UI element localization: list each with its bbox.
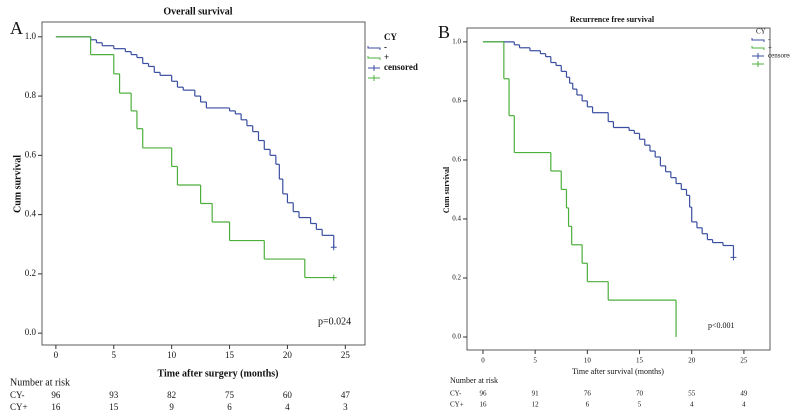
risk-row-label: CY+ <box>10 402 28 412</box>
risk-count: 5 <box>638 401 642 409</box>
legend-label: - <box>384 42 387 52</box>
censor-mark <box>330 274 337 281</box>
legend-title: CY <box>756 28 766 36</box>
annotation: p<0.001 <box>708 321 735 330</box>
risk-count: 15 <box>109 402 119 412</box>
y-tick-label: 0.2 <box>25 268 36 278</box>
y-tick-label: 0.8 <box>452 97 461 105</box>
risk-count: 3 <box>343 402 348 412</box>
chart-title: Recurrence free survival <box>570 15 655 24</box>
risk-title: Number at risk <box>10 377 70 388</box>
risk-row-label: CY+ <box>450 401 464 409</box>
risk-title: Number at risk <box>450 376 498 385</box>
x-tick-label: 0 <box>54 350 59 360</box>
risk-row-label: CY- <box>450 390 462 398</box>
risk-count: 12 <box>532 401 540 409</box>
legend-label: - <box>768 36 771 44</box>
risk-count: 4 <box>285 402 290 412</box>
legend-label: censored <box>768 52 790 60</box>
risk-count: 91 <box>532 390 540 398</box>
risk-count: 9 <box>169 402 174 412</box>
risk-count: 60 <box>283 390 293 400</box>
legend-swatch <box>751 46 765 50</box>
y-tick-label: 0.2 <box>452 274 461 282</box>
risk-count: 96 <box>51 390 61 400</box>
x-tick-label: 25 <box>341 350 351 360</box>
y-tick-label: 0.4 <box>452 215 461 223</box>
risk-count: 6 <box>227 402 232 412</box>
y-tick-label: 0.6 <box>25 149 37 159</box>
x-axis-label: Time after survival (months) <box>572 367 664 376</box>
legend-censor <box>368 75 380 81</box>
legend-label: + <box>768 44 772 52</box>
risk-count: 4 <box>690 401 694 409</box>
y-tick-label: 0.0 <box>452 333 461 341</box>
x-tick-label: 5 <box>533 357 537 365</box>
y-tick-label: 0.8 <box>25 90 37 100</box>
x-axis-label: Time after surgery (months) <box>158 368 279 379</box>
chart-title: Overall survival <box>163 6 232 17</box>
panel-label: B <box>438 22 450 42</box>
risk-count: 47 <box>341 390 351 400</box>
panel-label: A <box>10 18 23 38</box>
legend-swatch <box>367 46 381 50</box>
x-tick-label: 15 <box>225 350 235 360</box>
risk-count: 16 <box>51 402 61 412</box>
legend-swatch <box>367 56 381 60</box>
x-tick-label: 10 <box>584 357 592 365</box>
censor-mark <box>730 254 737 261</box>
risk-count: 93 <box>109 390 119 400</box>
y-axis-label: Cum survival <box>442 166 451 213</box>
risk-row-label: CY- <box>10 390 25 400</box>
risk-count: 76 <box>584 390 592 398</box>
x-tick-label: 20 <box>283 350 293 360</box>
y-tick-label: 1.0 <box>25 31 37 41</box>
x-tick-label: 20 <box>688 357 696 365</box>
legend-label: + <box>384 52 389 62</box>
plot-frame <box>466 27 771 351</box>
x-tick-label: 0 <box>481 357 485 365</box>
risk-count: 82 <box>167 390 176 400</box>
y-axis-label: Cum survival <box>12 155 23 213</box>
risk-count: 16 <box>479 401 487 409</box>
risk-count: 70 <box>636 390 644 398</box>
legend-label: censored <box>384 62 418 72</box>
risk-count: 49 <box>740 390 748 398</box>
legend-title: CY <box>384 32 397 42</box>
y-tick-label: 0.0 <box>25 327 37 337</box>
risk-count: 96 <box>479 390 487 398</box>
annotation: p=0.024 <box>318 316 351 327</box>
x-tick-label: 10 <box>167 350 177 360</box>
risk-count: 6 <box>586 401 590 409</box>
legend-censor <box>368 65 380 71</box>
x-tick-label: 5 <box>112 350 117 360</box>
x-tick-label: 25 <box>740 357 748 365</box>
y-tick-label: 0.6 <box>452 156 461 164</box>
risk-count: 4 <box>742 401 746 409</box>
y-tick-label: 0.4 <box>25 209 37 219</box>
plot-frame <box>41 21 366 346</box>
censor-mark <box>330 244 337 251</box>
y-tick-label: 1.0 <box>452 37 461 45</box>
risk-count: 75 <box>225 390 235 400</box>
risk-count: 55 <box>688 390 696 398</box>
legend-censor <box>752 53 764 59</box>
legend-censor <box>752 61 764 67</box>
x-tick-label: 15 <box>636 357 644 365</box>
legend-swatch <box>751 38 765 42</box>
